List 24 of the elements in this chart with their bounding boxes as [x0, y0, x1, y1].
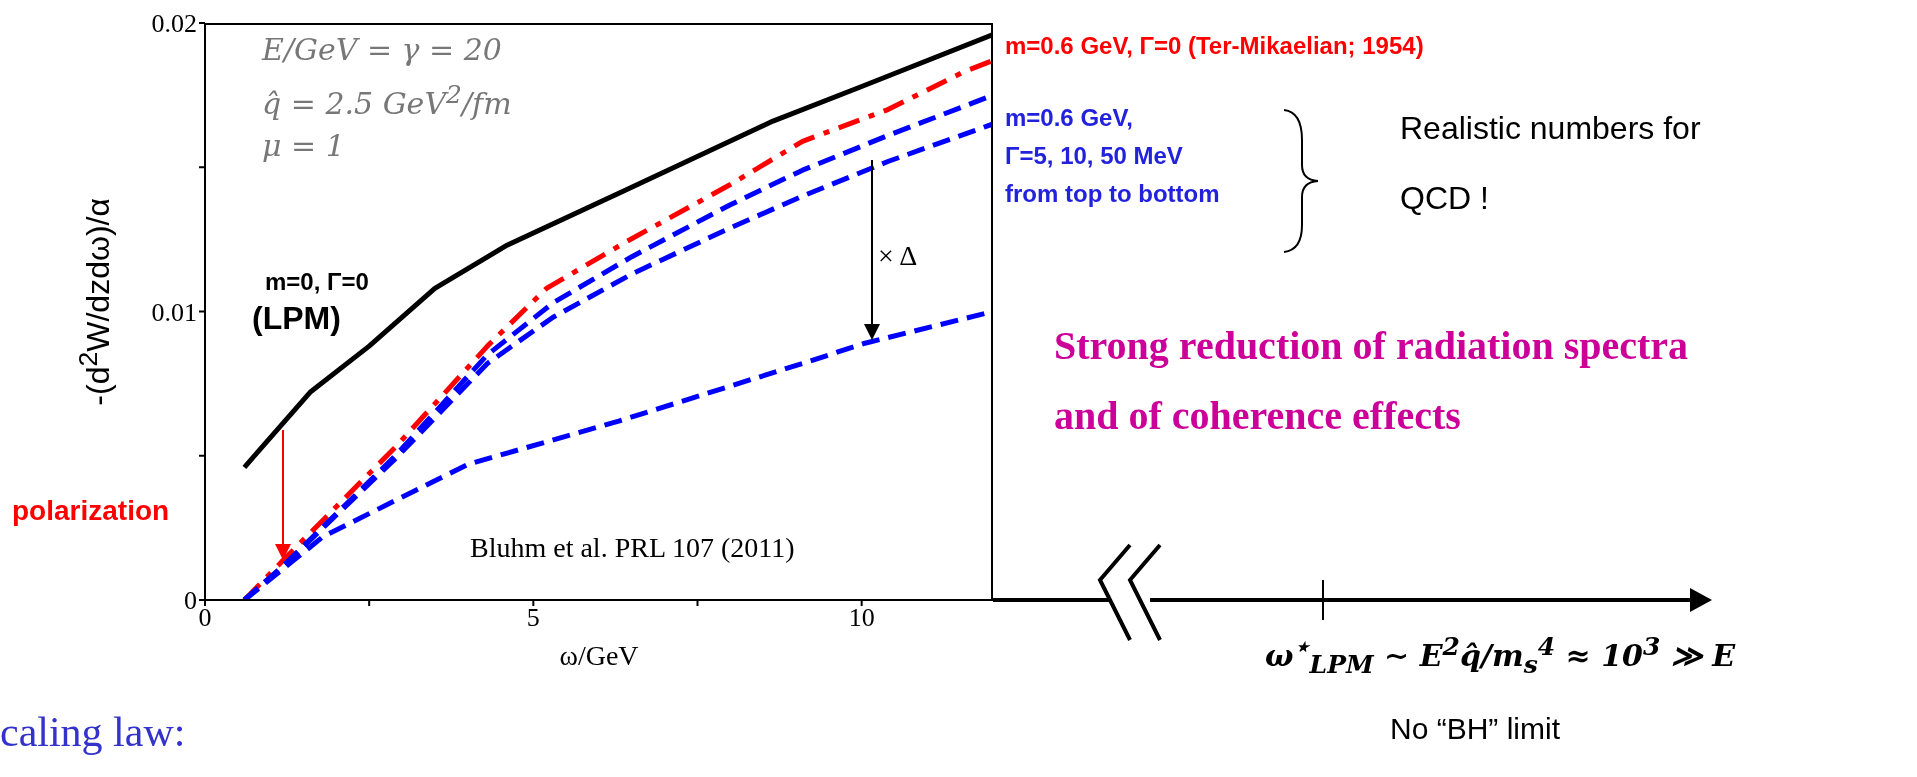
- annotation: (LPM): [252, 300, 341, 337]
- text: Realistic numbers for: [1400, 110, 1701, 147]
- y-tick-label: 0.01: [151, 297, 197, 327]
- text: m=0.6 GeV,: [1005, 104, 1133, 132]
- text: and of coherence effects: [1054, 392, 1461, 439]
- text: from top to bottom: [1005, 180, 1220, 208]
- y-tick-label: 0.02: [151, 9, 197, 39]
- text: caling law:: [0, 708, 186, 756]
- text: Strong reduction of radiation spectra: [1054, 322, 1689, 369]
- text: ω$^{⋆}$$_{LPM}$ ∼ E$^{2}$q̂/m$_{s}$$^{4}$ ≈ 10$^{3}$ ≫ E: [1265, 632, 1736, 679]
- text: QCD !: [1400, 180, 1489, 217]
- x-axis-title: ω/GeV: [558, 640, 640, 672]
- annotation: μ = 1: [262, 128, 345, 163]
- annotation: m=0, Γ=0: [265, 268, 369, 296]
- x-tick-label: 10: [848, 603, 875, 633]
- annotation: Bluhm et al. PRL 107 (2011): [470, 532, 795, 564]
- text: m=0.6 GeV, Γ=0 (Ter-Mikaelian; 1954): [1005, 32, 1424, 60]
- annotation: q̂ = 2.5 GeV$^{2}$/fm: [262, 80, 512, 121]
- text: polarization: [12, 495, 170, 527]
- text: No “BH” limit: [1390, 712, 1560, 746]
- text: Γ=5, 10, 50 MeV: [1005, 142, 1183, 170]
- annotation: × Δ: [878, 240, 918, 272]
- x-tick-label: 5: [526, 603, 540, 633]
- annotation: E/GeV = γ = 20: [262, 32, 502, 67]
